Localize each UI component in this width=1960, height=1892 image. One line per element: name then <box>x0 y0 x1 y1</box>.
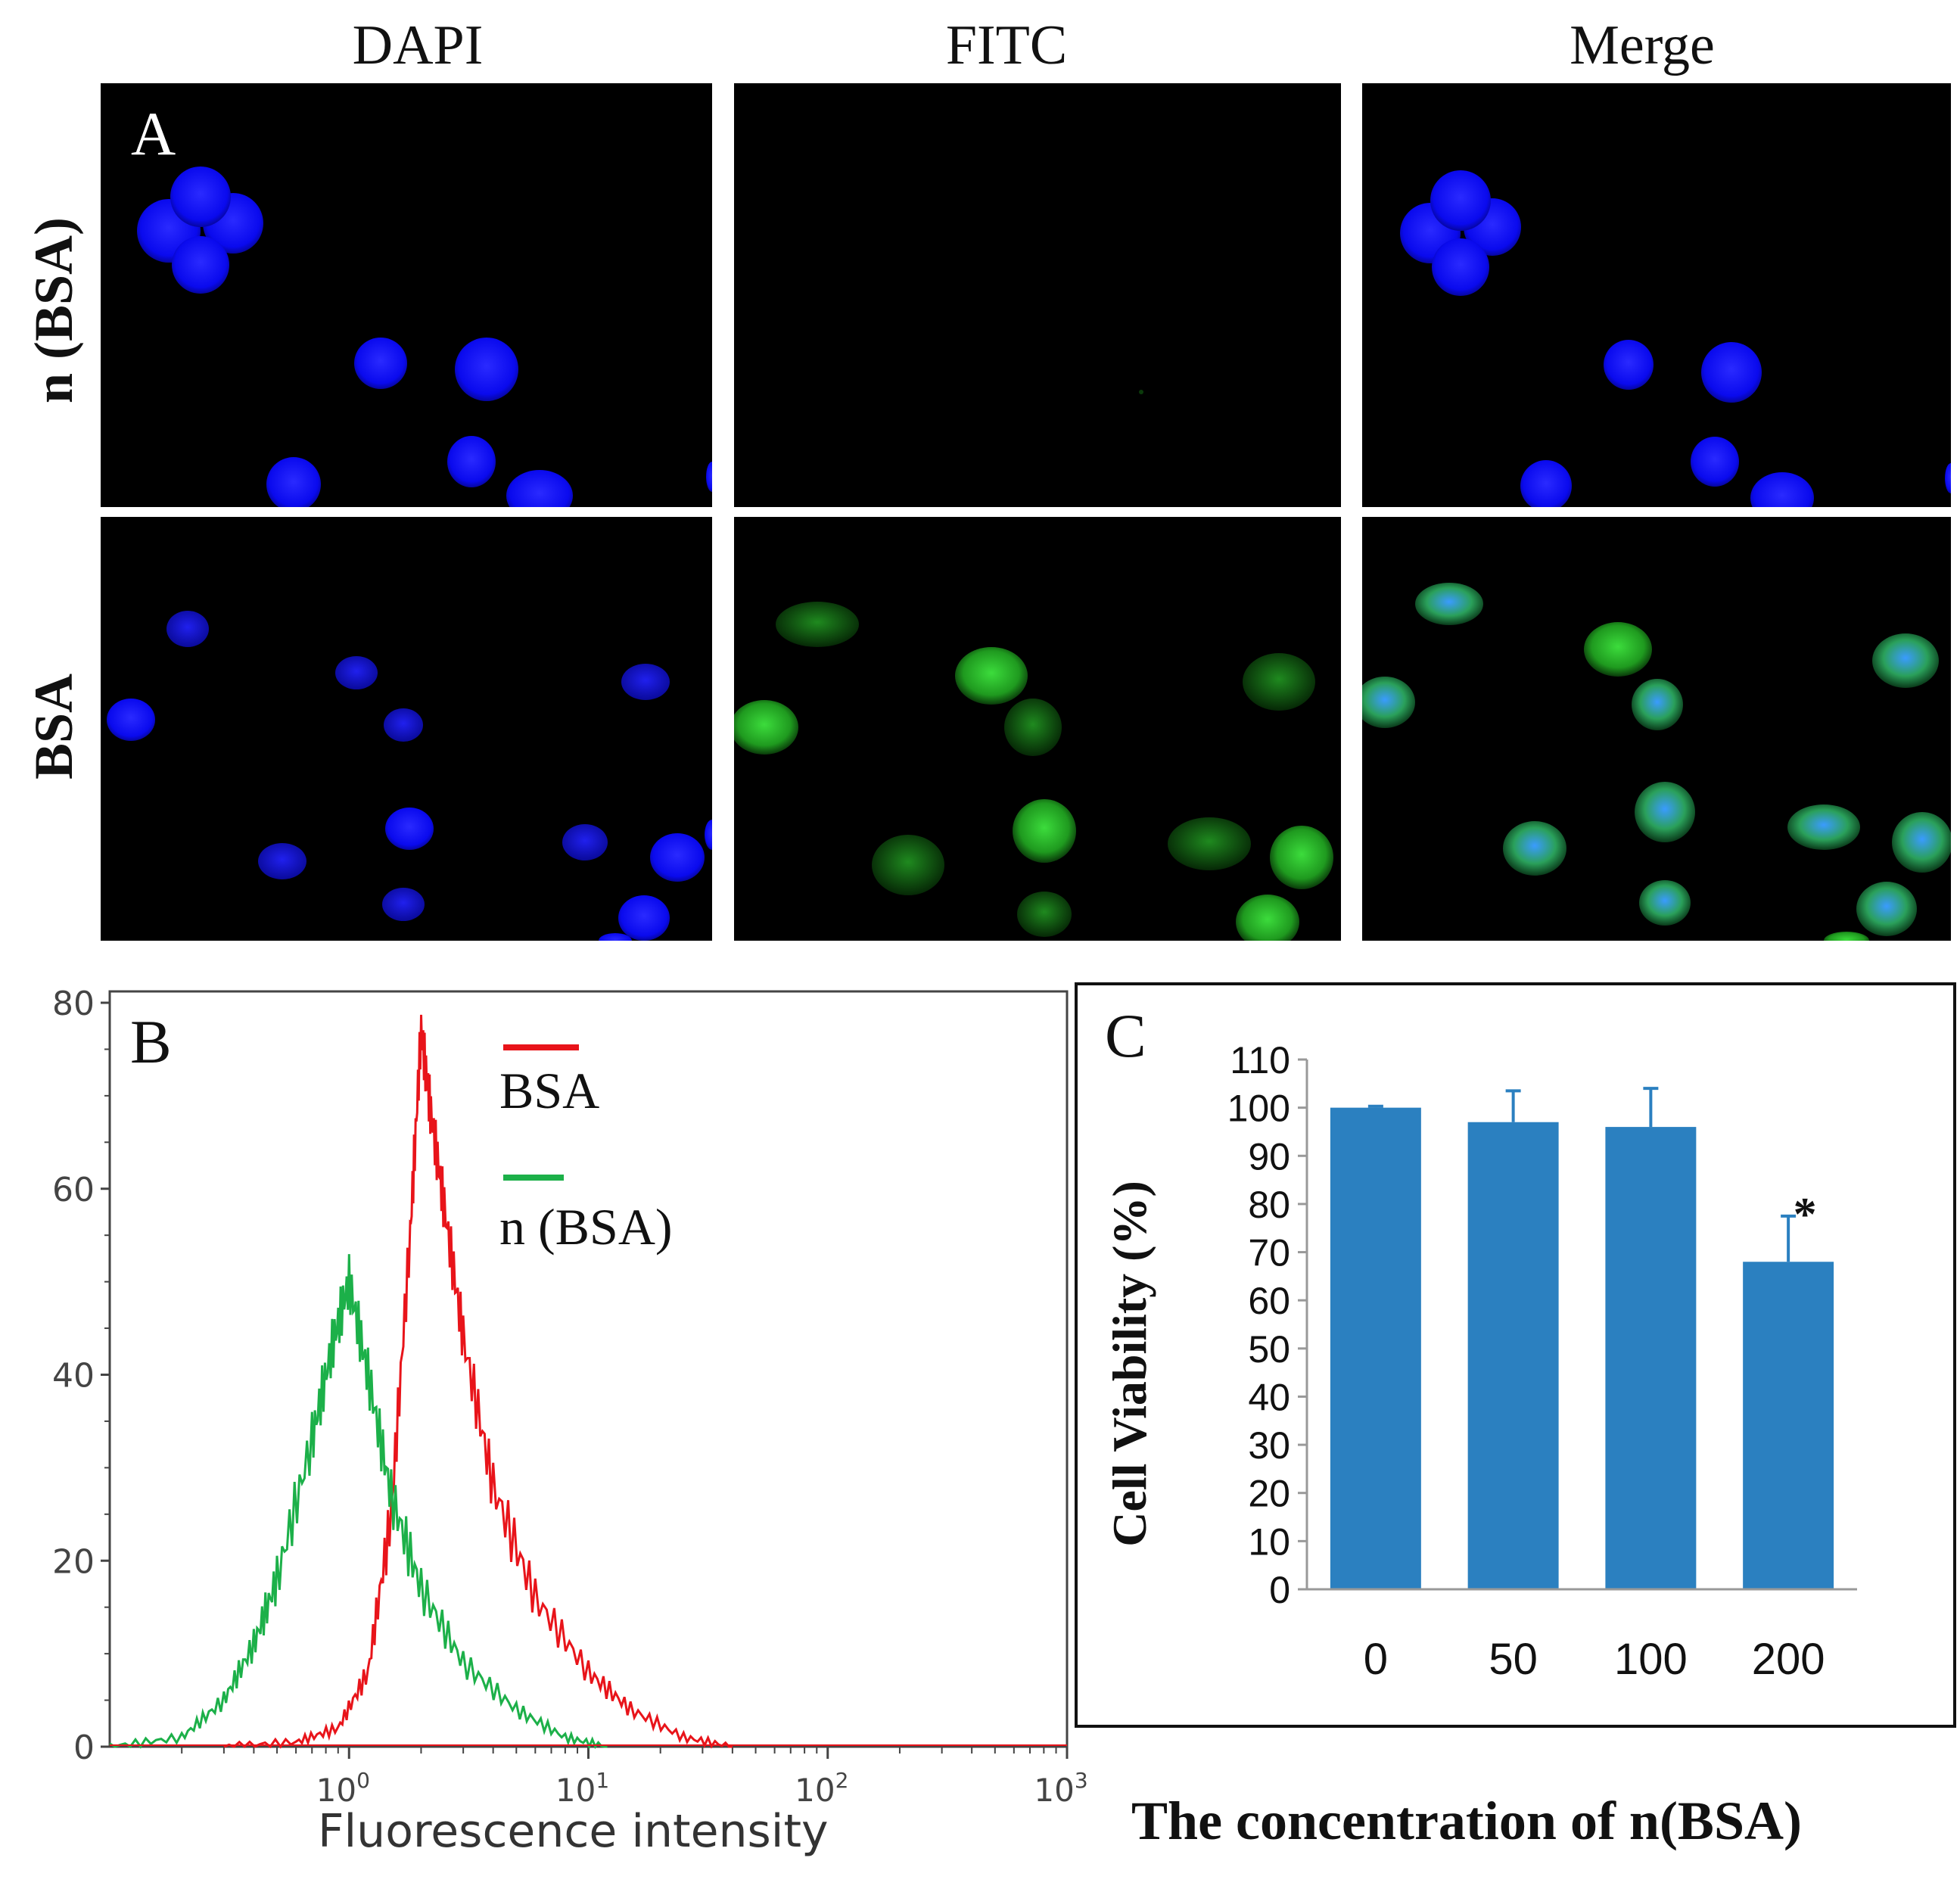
y-tick-label: 0 <box>1269 1569 1290 1611</box>
y-tick-label: 80 <box>1248 1184 1290 1226</box>
nuclei-image <box>137 166 712 507</box>
y-tick-label: 90 <box>1248 1135 1290 1178</box>
histogram-series-nbsa <box>109 1254 608 1750</box>
bar-200 <box>1743 1262 1834 1589</box>
nuclei-image <box>107 611 712 941</box>
x-axis-caption: The concentration of n(BSA) <box>1131 1791 1802 1851</box>
legend-swatch-bsa <box>503 1044 579 1050</box>
x-tick-label: 0 <box>1364 1635 1388 1684</box>
y-tick-label: 30 <box>1248 1424 1290 1467</box>
fitc-image <box>734 602 1333 941</box>
merge-image <box>1362 583 1951 941</box>
legend-label-nbsa: n (BSA) <box>499 1198 673 1256</box>
x-tick-label: 100 <box>316 1768 370 1809</box>
y-tick-label: 50 <box>1248 1328 1290 1371</box>
column-title-merge: Merge <box>1570 14 1715 76</box>
panel-letter-b: B <box>130 1007 172 1076</box>
significance-asterisk: * <box>1794 1189 1817 1240</box>
y-tick-label: 70 <box>1248 1232 1290 1274</box>
x-tick-label: 50 <box>1489 1635 1538 1684</box>
y-tick-label: 10 <box>1248 1520 1290 1563</box>
y-tick-label: 100 <box>1227 1088 1290 1130</box>
histogram-chart: 0 20 40 60 80 100 101 102 103 <box>52 985 1088 1809</box>
panel-c: 0 10 20 30 40 50 60 70 80 90 100 110 * 0 50 100 200 Ce… <box>1075 982 1956 1728</box>
x-tick-label: 200 <box>1752 1635 1825 1684</box>
y-tick-label: 60 <box>52 1171 95 1209</box>
bar-100 <box>1605 1127 1697 1589</box>
histogram-series-bsa <box>223 1014 733 1749</box>
y-axis-label: Cell Viability (%) <box>1103 1181 1156 1547</box>
x-tick-label: 101 <box>555 1768 609 1809</box>
merge-image <box>1400 170 1951 507</box>
x-tick-label: 103 <box>1034 1768 1087 1809</box>
y-tick-label: 0 <box>73 1729 95 1767</box>
row-title-nbsa: n (BSA) <box>23 216 84 404</box>
panel-letter-a: A <box>131 99 176 168</box>
micrograph-nbsa-dapi: A <box>101 83 712 507</box>
micrograph-bsa-dapi <box>101 517 712 941</box>
bar-50 <box>1467 1122 1559 1589</box>
legend-label-bsa: BSA <box>499 1062 600 1119</box>
y-tick-label: 80 <box>52 985 95 1023</box>
column-title-fitc: FITC <box>945 14 1068 76</box>
legend-swatch-nbsa <box>503 1175 564 1181</box>
panel-letter-c: C <box>1105 1001 1146 1070</box>
x-tick-label: 100 <box>1614 1635 1688 1684</box>
bar-chart: 0 10 20 30 40 50 60 70 80 90 100 110 * 0 50 100 200 Ce… <box>1103 1039 1857 1684</box>
y-tick-label: 20 <box>1248 1473 1290 1515</box>
micrograph-bsa-fitc <box>734 517 1341 941</box>
row-title-bsa: BSA <box>23 673 84 780</box>
y-tick-label: 40 <box>1248 1376 1290 1418</box>
x-tick-label: 102 <box>795 1768 848 1809</box>
fitc-image <box>1139 390 1143 394</box>
y-tick-label: 20 <box>52 1542 95 1581</box>
y-tick-label: 40 <box>52 1357 95 1396</box>
micrograph-bsa-merge <box>1362 517 1951 941</box>
micrograph-nbsa-fitc <box>734 83 1341 507</box>
panel-b: 0 20 40 60 80 100 101 102 103 B BSA n (BSA) Flu… <box>0 976 1097 1888</box>
y-tick-label: 110 <box>1230 1039 1290 1081</box>
y-tick-label: 60 <box>1248 1280 1290 1322</box>
bar-0 <box>1330 1107 1421 1589</box>
micrograph-nbsa-merge <box>1362 83 1951 507</box>
x-axis-label: Fluorescence intensity <box>318 1805 829 1858</box>
column-title-dapi: DAPI <box>352 14 484 76</box>
